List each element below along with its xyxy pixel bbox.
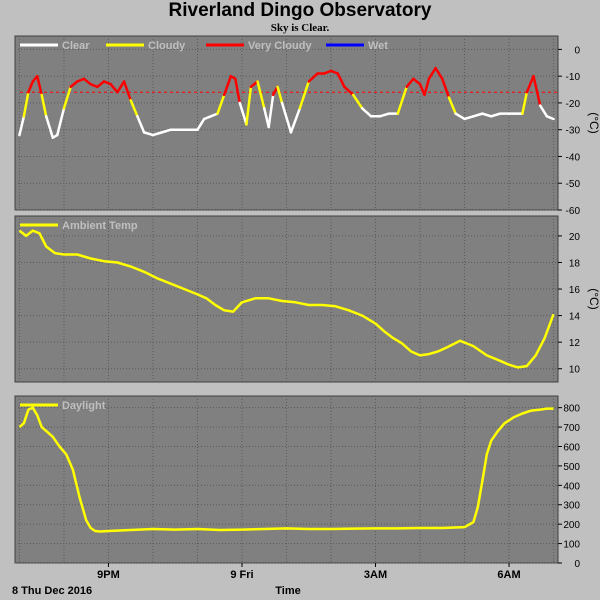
sky-temp-segment [56, 107, 66, 137]
sky-status: Sky is Clear. [270, 22, 330, 34]
legend-label: Very Cloudy [248, 40, 312, 52]
y-tick-label: 0 [574, 45, 580, 56]
sky-temp-segment [96, 80, 106, 89]
sky-temp-segment [298, 80, 311, 110]
sky-temp-segment [222, 74, 233, 97]
sky-temp-segment [276, 85, 284, 105]
sky-temp-segment [216, 93, 226, 115]
sky-temp-segment [69, 80, 79, 89]
sky-temp-segment [521, 90, 529, 115]
date-label: 8 Thu Dec 2016 [12, 585, 92, 597]
page-title: Riverland Dingo Observatory [168, 0, 432, 21]
y-tick-label: 0 [574, 559, 580, 570]
sky-temp-segment [122, 80, 132, 102]
sky-temp-segment [142, 131, 155, 137]
sky-temp-segment [412, 77, 422, 86]
legend-label: Ambient Temp [62, 220, 138, 232]
sky-temp-segment [36, 74, 43, 97]
sky-temp-segment [489, 112, 502, 118]
sky-temp-segment [160, 128, 173, 134]
sky-temp-segment [545, 115, 555, 121]
sky-temp-segment [116, 80, 126, 94]
y-tick-label: 18 [569, 258, 581, 269]
y-tick-label: 400 [563, 481, 580, 492]
sky-temp-segment [82, 77, 92, 86]
sky-temp-segment [396, 85, 408, 115]
y-tick-label: -60 [566, 206, 581, 217]
y-tick-label: 10 [569, 365, 581, 376]
sky-temp-segment [336, 72, 346, 89]
sky-temp-segment [22, 90, 30, 118]
sky-temp-segment [441, 77, 451, 99]
sky-temp-segment [44, 115, 55, 139]
sky-temp-segment [343, 85, 355, 97]
y-tick-label: 100 [563, 540, 580, 551]
sky-temp-segment [109, 82, 119, 94]
sky-temp-segment [434, 66, 444, 81]
sky-temp-segment [423, 77, 431, 97]
y-tick-label: -50 [566, 179, 581, 190]
legend-label: Daylight [62, 400, 106, 412]
y-tick-label: 800 [563, 404, 580, 415]
series-line-ambient-temp [18, 229, 555, 369]
sky-temp-segment [256, 80, 266, 110]
x-tick-label: 9 Fri [230, 569, 253, 581]
y-tick-label: -20 [566, 99, 581, 110]
y-axis-label: (°C) [587, 288, 600, 309]
y-tick-label: 200 [563, 520, 580, 531]
y-tick-label: 16 [569, 285, 581, 296]
x-tick-label: 9PM [97, 569, 120, 581]
sky-temp-segment [151, 131, 164, 137]
y-tick-label: 20 [569, 232, 581, 243]
x-axis-label: Time [275, 585, 300, 597]
y-tick-label: 600 [563, 442, 580, 453]
sky-temp-segment [18, 115, 26, 137]
legend-label: Cloudy [148, 40, 186, 52]
y-tick-label: -30 [566, 126, 581, 137]
sky-temp-segment [472, 112, 484, 118]
sky-temp-segment [249, 80, 259, 89]
sky-temp-segment [525, 74, 535, 94]
sky-temp-segment [538, 104, 549, 118]
sky-temp-segment [267, 93, 275, 129]
sky-temp-segment [447, 96, 457, 115]
legend-label: Wet [368, 40, 388, 52]
sky-temp-segment [532, 74, 542, 107]
sky-temp-segment [360, 107, 373, 118]
sky-temp-segment [307, 72, 319, 83]
y-tick-label: 500 [563, 462, 580, 473]
sky-temp-segment [352, 93, 364, 110]
sky-temp-segment [196, 117, 206, 131]
series-line-daylight [18, 406, 554, 533]
y-tick-label: 12 [569, 338, 581, 349]
sky-temp-segment [238, 101, 248, 126]
sky-temp-segment [280, 101, 293, 134]
y-tick-label: 700 [563, 423, 580, 434]
y-tick-label: -10 [566, 72, 581, 83]
sky-temp-segment [427, 66, 437, 81]
sky-temp-segment [245, 85, 253, 126]
sky-temp-segment [27, 80, 35, 94]
y-tick-label: -40 [566, 152, 581, 163]
legend-label: Clear [62, 40, 90, 52]
sky-temp-segment [40, 93, 48, 118]
sky-temp-segment [129, 98, 139, 118]
x-tick-label: 3AM [364, 569, 387, 581]
sky-temp-segment [234, 77, 242, 105]
sky-temp-segment [454, 112, 466, 121]
y-tick-label: 14 [569, 312, 581, 323]
y-tick-label: 300 [563, 501, 580, 512]
sky-temp-segment [405, 77, 415, 89]
sky-temp-segment [463, 115, 475, 121]
sky-temp-segment [136, 115, 146, 134]
sky-temp-segment [289, 107, 302, 134]
x-tick-label: 6AM [497, 569, 520, 581]
sky-temp-segment [378, 112, 391, 118]
sky-temp-segment [62, 85, 72, 110]
y-axis-label: (°C) [587, 112, 600, 133]
sky-temp-segment [481, 112, 493, 118]
